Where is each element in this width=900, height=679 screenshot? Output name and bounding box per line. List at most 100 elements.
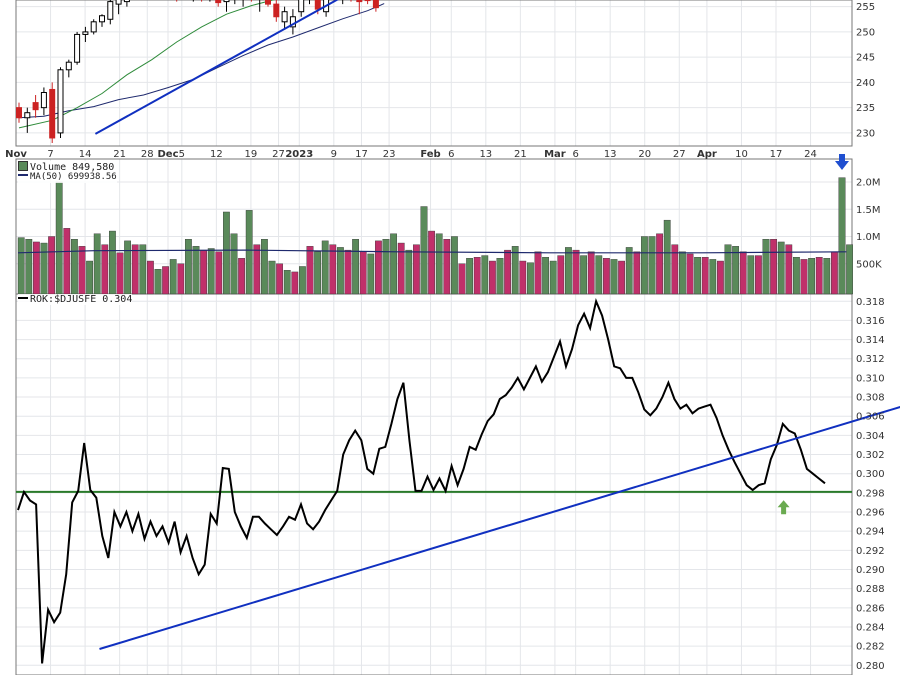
- date-label: 28: [141, 149, 154, 160]
- date-label: 23: [383, 149, 396, 160]
- volume-bar: [245, 210, 253, 295]
- candle-body: [49, 88, 56, 139]
- ratio-tick-label: 0.316: [856, 316, 885, 327]
- price-tick-label: 235: [856, 103, 875, 114]
- price-tick-label: 250: [856, 27, 875, 38]
- support-bounce-arrow: [777, 500, 790, 515]
- volume-bar: [200, 249, 207, 295]
- volume-bar: [177, 263, 185, 295]
- volume-panel: [17, 177, 854, 295]
- date-label: Feb: [420, 149, 440, 160]
- price-tick-label: 230: [856, 128, 875, 139]
- volume-legend: Volume 849,580: [18, 161, 115, 173]
- volume-bar: [633, 251, 641, 295]
- volume-bar: [686, 253, 694, 295]
- volume-bar: [17, 237, 25, 295]
- price-tick-label: 245: [856, 53, 875, 64]
- volume-bar: [717, 260, 724, 295]
- volume-bar: [101, 244, 109, 295]
- volume-bar: [146, 260, 154, 295]
- volume-bar: [215, 251, 223, 295]
- ratio-swatch: [18, 297, 28, 299]
- volume-bar: [291, 271, 299, 295]
- volume-bar: [63, 228, 71, 295]
- date-label: 6: [572, 149, 578, 160]
- volume-bar: [268, 260, 276, 295]
- volume-bar: [641, 236, 648, 295]
- ratio-legend-text: ROK:$DJUSFE 0.304: [30, 294, 133, 305]
- volume-bar: [451, 236, 458, 295]
- date-label: 6: [448, 149, 454, 160]
- volume-bar: [610, 259, 618, 295]
- volume-bar: [329, 244, 337, 295]
- volume-bar: [481, 255, 489, 295]
- ratio-tick-label: 0.300: [856, 469, 885, 480]
- candle-body: [65, 61, 72, 71]
- date-label: 20: [638, 149, 651, 160]
- volume-ma-legend: MA(50) 699938.56: [18, 172, 117, 183]
- panel-frame: [15, 293, 853, 676]
- price-panel: [16, 0, 385, 143]
- volume-bar: [534, 251, 542, 295]
- volume-bar: [154, 269, 162, 295]
- volume-bar: [511, 246, 519, 295]
- volume-bar: [33, 241, 40, 295]
- volume-bar: [131, 244, 139, 295]
- volume-bar: [815, 257, 823, 295]
- date-label: Mar: [544, 149, 566, 160]
- volume-bar: [367, 253, 375, 295]
- volume-bar: [603, 258, 610, 295]
- candle-body: [40, 92, 47, 109]
- volume-bar: [299, 266, 306, 295]
- panel-frames: [15, 0, 853, 676]
- volume-bar: [93, 233, 101, 295]
- volume-bar: [192, 246, 200, 295]
- volume-bar: [40, 242, 48, 295]
- price-tick-label: 255: [856, 2, 875, 13]
- volume-bar: [663, 219, 671, 295]
- volume-bar: [777, 241, 785, 295]
- candle-body: [356, 0, 363, 3]
- date-label: 19: [245, 149, 258, 160]
- volume-bar: [70, 239, 78, 295]
- date-label: 17: [355, 149, 368, 160]
- date-label: Nov: [5, 149, 27, 160]
- volume-legend-text: Volume 849,580: [30, 162, 115, 173]
- candle-body: [223, 0, 230, 3]
- volume-bar: [162, 266, 169, 295]
- volume-bar: [405, 249, 413, 295]
- volume-bar: [595, 255, 603, 295]
- date-label: 27: [673, 149, 686, 160]
- candle-body: [273, 3, 280, 18]
- volume-bar: [207, 248, 215, 295]
- volume-tick-label: 2.0M: [856, 178, 881, 189]
- volume-bar: [321, 240, 329, 295]
- date-label: 13: [604, 149, 617, 160]
- volume-bar: [428, 230, 435, 295]
- volume-ma-line: [17, 249, 847, 254]
- date-label: 13: [479, 149, 492, 160]
- volume-bar: [390, 233, 397, 295]
- volume-bar: [139, 244, 147, 295]
- candle-body: [57, 69, 64, 134]
- date-label: 9: [331, 149, 337, 160]
- date-label: 12: [210, 149, 223, 160]
- volume-bar: [306, 246, 314, 295]
- ratio-tick-label: 0.288: [856, 584, 885, 595]
- volume-bar: [435, 233, 443, 295]
- volume-bar: [458, 263, 466, 295]
- date-label: Apr: [697, 149, 717, 160]
- volume-bar: [732, 246, 740, 295]
- ratio-tick-label: 0.306: [856, 412, 885, 423]
- volume-bar: [466, 258, 473, 295]
- candle-body: [364, 0, 371, 2]
- ratio-tick-label: 0.312: [856, 354, 885, 365]
- candle-body: [372, 0, 379, 9]
- date-label: 21: [514, 149, 527, 160]
- volume-bar: [443, 239, 451, 295]
- ratio-tick-label: 0.294: [856, 527, 885, 538]
- volume-bar: [382, 239, 390, 295]
- ratio-tick-label: 0.286: [856, 603, 885, 614]
